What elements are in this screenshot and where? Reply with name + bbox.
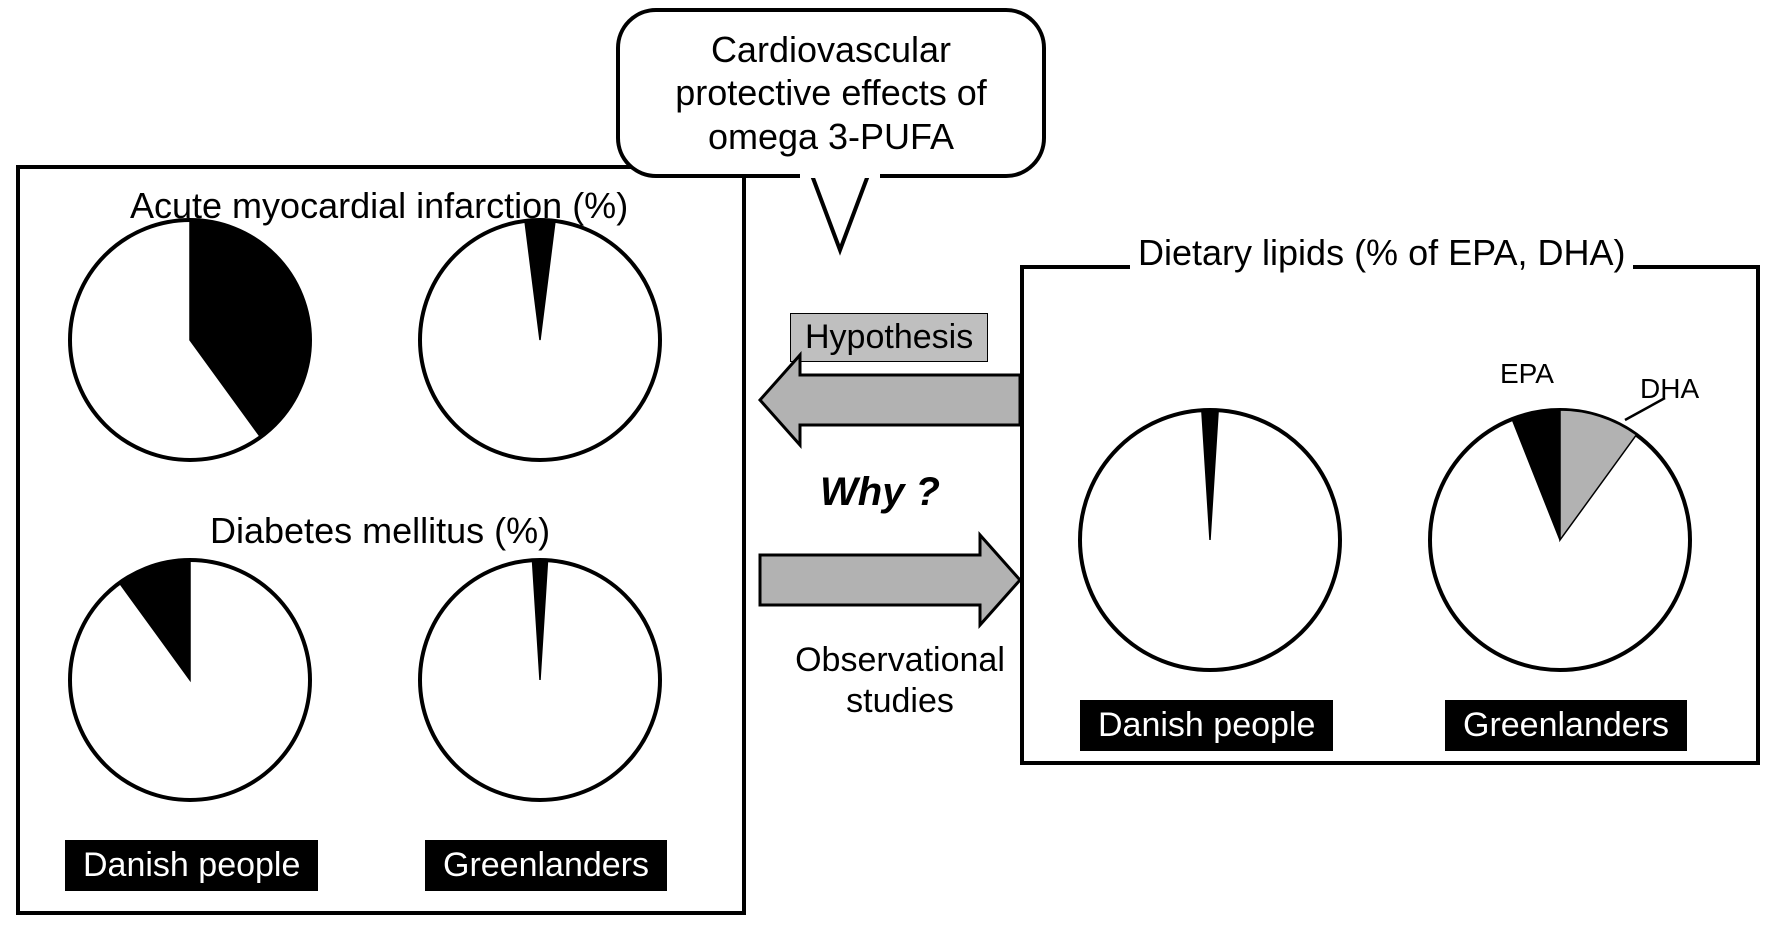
left-label-danish: Danish people	[65, 840, 318, 891]
epa-label: EPA	[1500, 358, 1554, 390]
speech-bubble: Cardiovascular protective effects of ome…	[616, 8, 1046, 178]
right-panel	[1020, 265, 1760, 765]
dha-label: DHA	[1640, 373, 1699, 405]
speech-tail	[810, 170, 870, 250]
left-label-greenlanders: Greenlanders	[425, 840, 667, 891]
hypothesis-box: Hypothesis	[790, 313, 988, 362]
left-title-dm: Diabetes mellitus (%)	[210, 510, 550, 552]
arrow-right	[760, 535, 1020, 625]
right-title: Dietary lipids (% of EPA, DHA)	[1130, 232, 1633, 274]
obs-label: Observational studies	[795, 641, 1005, 720]
left-title-ami: Acute myocardial infarction (%)	[130, 185, 628, 227]
why-text: Why ?	[820, 470, 940, 515]
right-label-danish: Danish people	[1080, 700, 1333, 751]
obs-text: Observational studies	[790, 640, 1010, 722]
arrow-left	[760, 355, 1020, 445]
speech-text: Cardiovascular protective effects of ome…	[640, 28, 1022, 158]
right-label-greenlanders: Greenlanders	[1445, 700, 1687, 751]
